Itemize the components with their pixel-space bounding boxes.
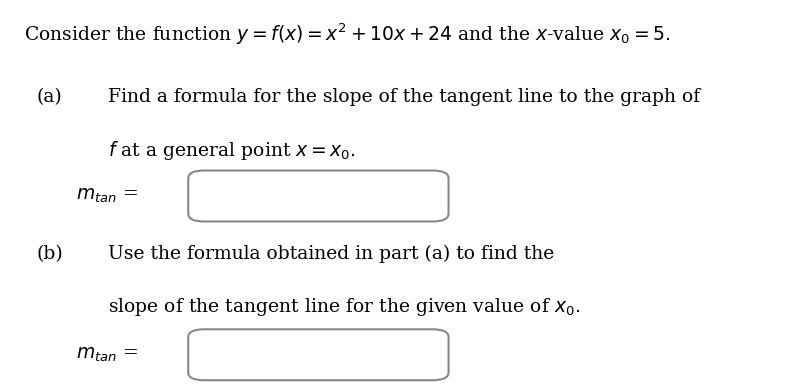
Text: Use the formula obtained in part (a) to find the: Use the formula obtained in part (a) to …	[108, 245, 554, 263]
Text: Consider the function $y = f(x) = x^2 + 10x + 24$ and the $x$-value $x_0 = 5.$: Consider the function $y = f(x) = x^2 + …	[24, 22, 670, 47]
Text: (b): (b)	[36, 245, 62, 263]
Text: (a): (a)	[36, 88, 62, 106]
Text: Find a formula for the slope of the tangent line to the graph of: Find a formula for the slope of the tang…	[108, 88, 700, 106]
Text: slope of the tangent line for the given value of $x_0.$: slope of the tangent line for the given …	[108, 296, 580, 318]
Text: $f$ at a general point $x = x_0.$: $f$ at a general point $x = x_0.$	[108, 139, 356, 162]
Text: $m_{tan}$ =: $m_{tan}$ =	[76, 346, 138, 364]
Text: $m_{tan}$ =: $m_{tan}$ =	[76, 187, 138, 205]
